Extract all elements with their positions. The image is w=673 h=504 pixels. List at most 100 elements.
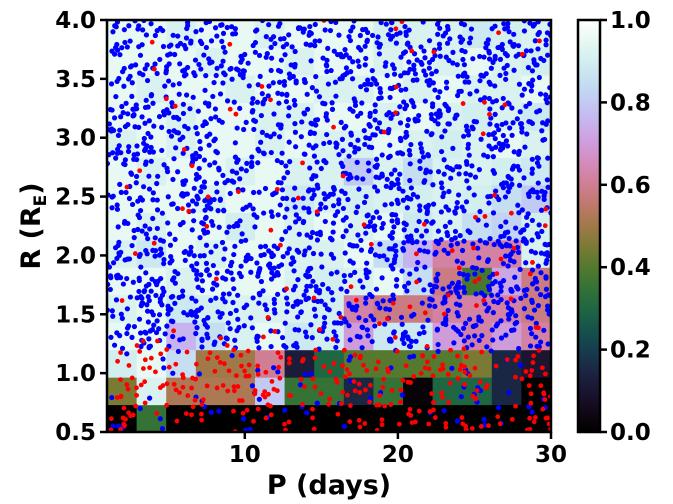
red-point — [393, 110, 398, 116]
blue-point — [465, 141, 472, 147]
blue-point — [168, 253, 174, 260]
blue-point — [292, 283, 298, 289]
blue-point — [324, 336, 330, 342]
red-point — [274, 388, 280, 394]
blue-point — [130, 279, 136, 285]
blue-point — [515, 43, 522, 49]
red-point — [347, 419, 353, 425]
blue-point — [269, 213, 275, 219]
blue-point — [401, 340, 407, 347]
blue-point — [137, 330, 144, 336]
blue-point — [466, 152, 472, 158]
blue-point — [127, 294, 134, 300]
blue-point — [363, 317, 369, 324]
blue-point — [151, 123, 157, 129]
red-point — [379, 417, 385, 423]
blue-point — [177, 137, 183, 143]
blue-point — [127, 73, 133, 79]
blue-point — [333, 93, 339, 99]
blue-point — [230, 276, 236, 282]
blue-point — [114, 330, 120, 336]
blue-point — [415, 117, 421, 124]
red-point — [523, 369, 529, 374]
blue-point — [494, 123, 500, 129]
blue-point — [225, 177, 231, 184]
red-point — [529, 368, 535, 373]
heatmap-cell — [314, 404, 345, 432]
blue-point — [387, 142, 393, 148]
blue-point — [290, 73, 296, 80]
red-point — [393, 26, 399, 32]
blue-point — [214, 189, 220, 195]
blue-point — [454, 62, 460, 68]
blue-point — [164, 64, 170, 70]
blue-point — [182, 178, 189, 184]
blue-point — [406, 343, 413, 349]
red-point — [269, 379, 275, 384]
blue-point — [229, 76, 235, 82]
blue-point — [114, 146, 121, 152]
blue-point — [304, 410, 310, 416]
heatmap-cells — [107, 20, 551, 432]
blue-point — [126, 195, 133, 202]
blue-point — [193, 124, 199, 131]
blue-point — [408, 141, 414, 148]
red-point — [126, 363, 132, 368]
blue-point — [403, 221, 409, 228]
red-point — [171, 328, 177, 334]
blue-point — [251, 126, 257, 133]
blue-point — [356, 186, 362, 192]
blue-point — [226, 224, 232, 230]
blue-point — [339, 188, 345, 194]
blue-point — [268, 328, 274, 334]
blue-point — [171, 114, 177, 120]
blue-point — [263, 34, 269, 40]
blue-point — [244, 302, 250, 308]
red-point — [483, 385, 489, 391]
red-point — [194, 361, 199, 367]
blue-point — [443, 79, 450, 85]
blue-point — [305, 295, 312, 301]
blue-point — [399, 392, 405, 398]
blue-point — [422, 98, 428, 104]
blue-point — [532, 38, 538, 44]
red-point — [381, 129, 387, 135]
blue-point — [275, 369, 281, 375]
blue-point — [408, 185, 414, 191]
heatmap-cell — [195, 74, 226, 103]
x-axis-label: P (days) — [267, 470, 391, 500]
blue-point — [214, 282, 220, 288]
blue-point — [222, 246, 228, 252]
blue-point — [250, 206, 256, 212]
blue-point — [482, 240, 488, 246]
blue-point — [538, 250, 544, 256]
blue-point — [506, 101, 512, 107]
blue-point — [196, 61, 202, 68]
blue-point — [424, 128, 430, 134]
blue-point — [141, 288, 148, 294]
red-point — [382, 403, 388, 409]
blue-point — [516, 148, 522, 154]
blue-point — [218, 63, 224, 69]
red-point — [527, 373, 533, 379]
blue-point — [372, 163, 378, 170]
blue-point — [539, 188, 545, 194]
blue-point — [372, 117, 378, 123]
y-tick-label: 4.0 — [55, 8, 96, 34]
red-point — [441, 311, 447, 317]
blue-point — [243, 119, 249, 125]
blue-point — [411, 66, 417, 72]
blue-point — [208, 297, 214, 304]
blue-point — [252, 39, 259, 46]
blue-point — [158, 275, 164, 282]
blue-point — [400, 197, 406, 203]
blue-point — [339, 136, 346, 142]
blue-point — [445, 250, 451, 256]
blue-point — [392, 167, 398, 173]
blue-point — [210, 222, 216, 228]
blue-point — [254, 260, 260, 266]
blue-point — [343, 123, 349, 129]
blue-point — [213, 114, 219, 120]
red-point — [513, 357, 518, 363]
